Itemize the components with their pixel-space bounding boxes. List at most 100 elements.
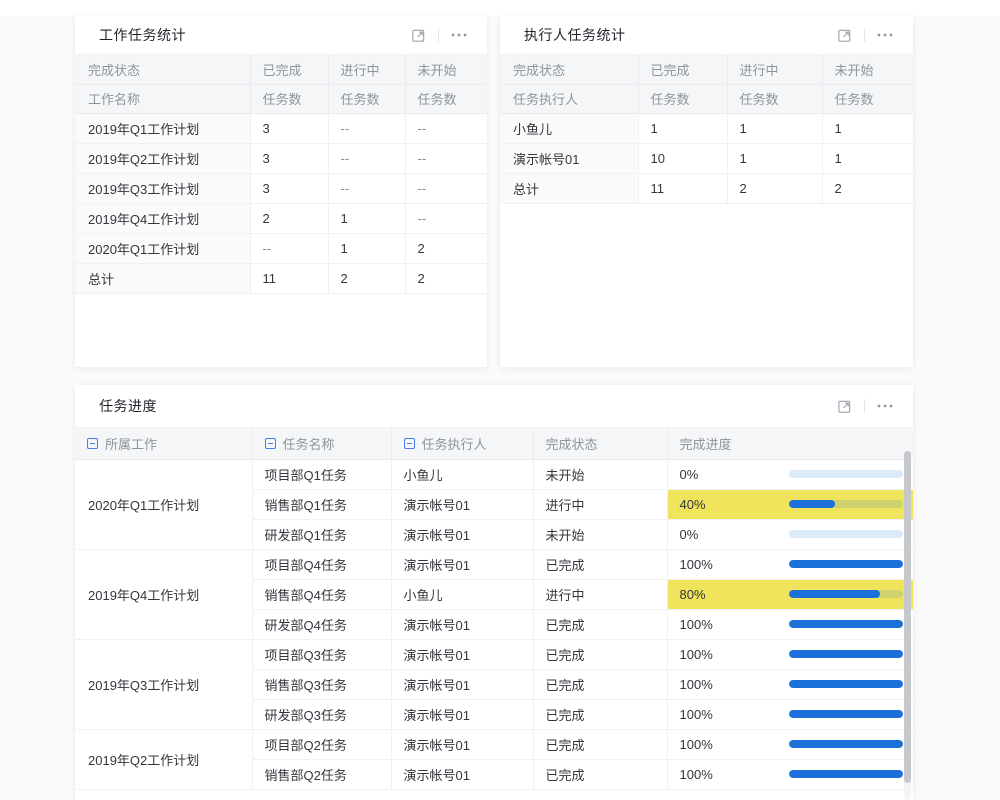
value-cell: --	[405, 173, 487, 204]
table-row: 总计 11 2 2	[500, 173, 913, 204]
value-cell: --	[250, 233, 329, 264]
value-cell: --	[328, 173, 406, 204]
progress-bar-fill	[789, 620, 903, 628]
expand-icon[interactable]	[834, 396, 854, 416]
value-cell: 11	[250, 263, 329, 294]
executor-task-stats-card: 执行人任务统计 完成状态 已完成 进行中 未开始 任务执行人 任务数 任务数 任务数 小鱼儿 1 1…	[500, 16, 913, 367]
executor-task-stats-table: 完成状态 已完成 进行中 未开始 任务执行人 任务数 任务数 任务数 小鱼儿 1 1 1 演示帐号01 1…	[500, 55, 913, 204]
column-header: 完成状态	[75, 55, 251, 85]
progress-bar-fill	[789, 740, 903, 748]
row-label-cell: 2020年Q1工作计划	[75, 233, 251, 264]
task-progress-card: 任务进度 所属工作 任务名称 任务执行人 完成状态 完成进度 2020年Q1工作计划 项目部…	[75, 385, 913, 800]
status-cell: 未开始	[533, 459, 668, 490]
header-row: 完成状态 已完成 进行中 未开始	[75, 55, 487, 85]
divider	[864, 28, 865, 42]
more-menu-icon[interactable]	[875, 396, 895, 416]
more-menu-icon[interactable]	[449, 25, 469, 45]
value-cell: 1	[328, 233, 406, 264]
scrollbar-thumb[interactable]	[904, 451, 911, 783]
vertical-scrollbar[interactable]	[904, 449, 911, 800]
progress-percent: 100%	[679, 646, 713, 662]
table-row: 总计 11 2 2	[75, 263, 487, 294]
card-header: 任务进度	[75, 385, 913, 428]
column-header: 任务数	[250, 84, 329, 114]
table-row: 2019年Q4工作计划 2 1 --	[75, 203, 487, 234]
progress-cell: 100%	[667, 639, 913, 670]
task-name-cell: 销售部Q2任务	[252, 759, 392, 790]
status-cell: 已完成	[533, 609, 668, 640]
column-header: 进行中	[727, 55, 823, 85]
progress-percent: 80%	[679, 586, 706, 602]
column-header: 完成进度	[667, 428, 913, 460]
executor-cell: 演示帐号01	[391, 549, 534, 580]
collapse-icon[interactable]	[87, 437, 98, 449]
expand-icon[interactable]	[834, 25, 854, 45]
status-cell: 进行中	[533, 489, 668, 520]
card-header: 工作任务统计	[75, 16, 487, 55]
progress-cell: 0%	[667, 519, 913, 550]
collapse-icon[interactable]	[264, 437, 276, 449]
value-cell: 3	[250, 113, 329, 144]
progress-percent: 100%	[679, 736, 713, 752]
task-name-cell: 项目部Q4任务	[252, 549, 392, 580]
progress-cell: 0%	[667, 459, 913, 490]
value-cell: 2	[405, 233, 487, 264]
progress-bar	[789, 560, 903, 568]
value-cell: 1	[727, 143, 823, 174]
value-cell: 1	[638, 113, 728, 144]
progress-percent: 100%	[679, 556, 713, 572]
progress-cell: 80%	[667, 579, 913, 610]
card-title: 任务进度	[99, 398, 157, 414]
value-cell: 3	[250, 143, 329, 174]
row-label-cell: 2019年Q1工作计划	[75, 113, 251, 144]
expand-icon[interactable]	[408, 25, 428, 45]
table-row: 销售部Q4任务 小鱼儿 进行中 80%	[75, 579, 913, 610]
progress-bar	[789, 590, 903, 598]
value-cell: 2	[727, 173, 823, 204]
row-label-cell: 演示帐号01	[500, 143, 639, 174]
status-cell: 已完成	[533, 669, 668, 700]
value-cell: 11	[638, 173, 728, 204]
progress-percent: 100%	[679, 766, 713, 782]
executor-cell: 演示帐号01	[391, 489, 534, 520]
value-cell: --	[405, 143, 487, 174]
status-cell: 已完成	[533, 729, 668, 760]
progress-bar-fill	[789, 650, 903, 658]
executor-cell: 小鱼儿	[391, 459, 534, 490]
divider	[438, 28, 439, 42]
status-cell: 进行中	[533, 579, 668, 610]
progress-bar	[789, 740, 903, 748]
collapse-icon[interactable]	[403, 437, 415, 449]
row-label-cell: 小鱼儿	[500, 113, 639, 144]
status-cell: 已完成	[533, 549, 668, 580]
task-progress-table: 所属工作 任务名称 任务执行人 完成状态 完成进度 2020年Q1工作计划 项目部Q1任务小…	[75, 428, 913, 790]
progress-bar	[789, 470, 903, 478]
column-header: 完成状态	[500, 55, 639, 85]
value-cell: 1	[822, 143, 913, 174]
status-cell: 已完成	[533, 759, 668, 790]
more-menu-icon[interactable]	[875, 25, 895, 45]
value-cell: --	[328, 113, 406, 144]
column-header: 未开始	[822, 55, 913, 85]
executor-cell: 演示帐号01	[391, 639, 534, 670]
value-cell: 2	[405, 263, 487, 294]
progress-bar	[789, 650, 903, 658]
value-cell: 3	[250, 173, 329, 204]
progress-bar-fill	[789, 710, 903, 718]
table-row: 2020年Q1工作计划 -- 1 2	[75, 233, 487, 264]
table-row: 销售部Q1任务 演示帐号01 进行中 40%	[75, 489, 913, 520]
column-header: 任务执行人	[391, 428, 534, 460]
table-row: 销售部Q3任务 演示帐号01 已完成 100%	[75, 669, 913, 700]
column-header: 进行中	[328, 55, 406, 85]
card-title: 执行人任务统计	[524, 27, 626, 43]
progress-percent: 100%	[679, 676, 713, 692]
table-row: 2019年Q3工作计划 项目部Q3任务 演示帐号01 已完成 100%	[75, 639, 913, 730]
header-row: 完成状态 已完成 进行中 未开始	[500, 55, 913, 85]
status-cell: 未开始	[533, 519, 668, 550]
progress-cell: 100%	[667, 729, 913, 760]
progress-percent: 0%	[679, 526, 699, 542]
column-header: 已完成	[250, 55, 329, 85]
column-header: 任务数	[405, 84, 487, 114]
progress-bar	[789, 620, 903, 628]
work-task-stats-table: 完成状态 已完成 进行中 未开始 工作名称 任务数 任务数 任务数 2019年Q1工作计划 3 --…	[75, 55, 487, 294]
